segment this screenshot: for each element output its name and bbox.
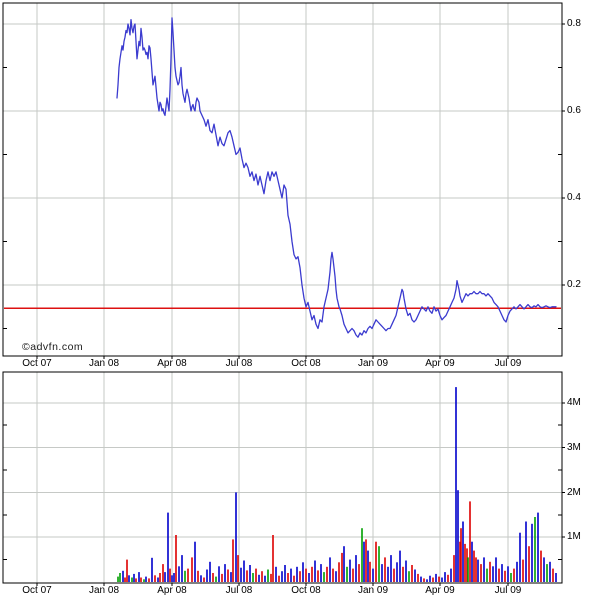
mid-x-tick-oct07: Oct 07 bbox=[22, 358, 52, 369]
price-y-tick-0.4: 0.4 bbox=[567, 192, 581, 203]
bottom-x-tick-apr08: Apr 08 bbox=[157, 585, 187, 596]
mid-x-tick-oct08: Oct 08 bbox=[291, 358, 321, 369]
mid-x-tick-apr08: Apr 08 bbox=[157, 358, 187, 369]
volume-y-tick-2m: 2M bbox=[567, 487, 581, 498]
mid-x-tick-jul09: Jul 09 bbox=[494, 358, 522, 369]
bottom-x-tick-jul08: Jul 08 bbox=[225, 585, 253, 596]
mid-x-tick-apr09: Apr 09 bbox=[425, 358, 455, 369]
bottom-x-tick-apr09: Apr 09 bbox=[425, 585, 455, 596]
price-y-tick-0.6: 0.6 bbox=[567, 105, 581, 116]
volume-y-tick-1m: 1M bbox=[567, 531, 581, 542]
bottom-x-tick-oct07: Oct 07 bbox=[22, 585, 52, 596]
advfn-watermark: ©advfn.com bbox=[22, 341, 84, 353]
bottom-x-tick-jan09: Jan 09 bbox=[357, 585, 389, 596]
bottom-x-tick-oct08: Oct 08 bbox=[291, 585, 321, 596]
price-y-tick-0.2: 0.2 bbox=[567, 279, 581, 290]
mid-x-tick-jul08: Jul 08 bbox=[225, 358, 253, 369]
volume-y-tick-4m: 4M bbox=[567, 397, 581, 408]
mid-x-tick-jan09: Jan 09 bbox=[357, 358, 389, 369]
bottom-x-tick-jan08: Jan 08 bbox=[88, 585, 120, 596]
bottom-x-tick-jul09: Jul 09 bbox=[494, 585, 522, 596]
volume-y-tick-3m: 3M bbox=[567, 442, 581, 453]
price-y-tick-0.8: 0.8 bbox=[567, 18, 581, 29]
mid-x-tick-jan08: Jan 08 bbox=[88, 358, 120, 369]
